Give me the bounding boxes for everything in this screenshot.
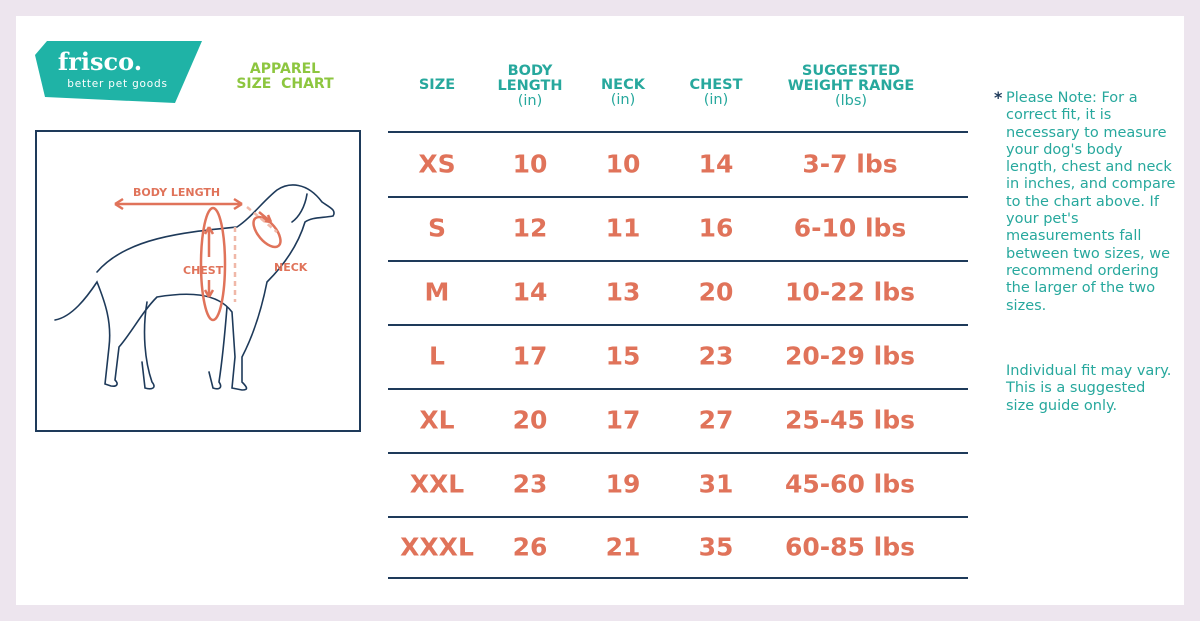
- cell-weight-range: 3-7 lbs: [802, 149, 898, 178]
- cell-size: XXXL: [400, 532, 474, 561]
- header-label: SUGGESTED WEIGHT RANGE: [787, 63, 915, 94]
- cell-size: M: [424, 277, 450, 307]
- header-label: CHEST: [689, 77, 743, 93]
- header-label: SIZE: [418, 77, 456, 93]
- cell-body-length: 12: [512, 213, 548, 243]
- header-size: SIZE: [419, 78, 455, 93]
- row-divider: [388, 577, 968, 579]
- header-chest: CHEST (in): [689, 78, 742, 108]
- cell-weight-range: 20-29 lbs: [784, 341, 916, 371]
- row-divider: [388, 324, 968, 326]
- cell-weight-range: 45-60 lbs: [784, 469, 916, 499]
- cell-neck: 19: [605, 469, 641, 499]
- cell-size: L: [429, 341, 445, 371]
- cell-body-length: 17: [512, 341, 548, 371]
- cell-weight-range: 10-22 lbs: [784, 277, 916, 307]
- frisco-logo: [35, 41, 202, 103]
- header-weight-range: SUGGESTED WEIGHT RANGE (lbs): [776, 64, 926, 109]
- cell-chest: 14: [698, 149, 734, 178]
- cell-chest: 27: [698, 405, 734, 435]
- cell-chest: 35: [698, 532, 734, 561]
- cell-chest: 31: [698, 469, 734, 499]
- header-label: NECK: [601, 77, 645, 93]
- cell-body-length: 23: [512, 469, 548, 499]
- asterisk: *: [994, 88, 1003, 107]
- header-label: BODY LENGTH: [497, 63, 563, 94]
- cell-neck: 13: [605, 277, 641, 307]
- row-divider: [388, 196, 968, 198]
- cell-body-length: 14: [512, 277, 548, 307]
- cell-neck: 21: [605, 532, 641, 561]
- cell-weight-range: 25-45 lbs: [784, 405, 916, 435]
- cell-size: S: [427, 213, 447, 243]
- cell-body-length: 10: [512, 149, 548, 178]
- cell-size: XS: [418, 149, 456, 178]
- dog-drawing: BODY LENGTH CHEST NECK: [54, 184, 335, 391]
- cell-chest: 23: [698, 341, 734, 371]
- fit-disclaimer: Individual fit may vary. This is a sugge…: [1006, 363, 1172, 414]
- cell-size: XL: [419, 405, 455, 435]
- chest-label: CHEST: [183, 264, 224, 277]
- size-chart-panel: [16, 16, 1184, 605]
- cell-weight-range: 60-85 lbs: [784, 532, 916, 561]
- dog-measurement-illustration: BODY LENGTH CHEST NECK: [35, 130, 361, 432]
- cell-neck: 17: [605, 405, 641, 435]
- logo-tagline: better pet goods: [67, 78, 168, 90]
- header-body-length: BODY LENGTH (in): [490, 64, 570, 109]
- cell-size: XXL: [409, 469, 465, 499]
- title-line-1: APPAREL: [249, 61, 321, 77]
- logo-wordmark: frisco.: [57, 47, 143, 76]
- cell-body-length: 26: [512, 532, 548, 561]
- row-divider: [388, 516, 968, 518]
- neck-label: NECK: [274, 261, 308, 274]
- row-divider: [388, 131, 968, 133]
- cell-neck: 10: [605, 149, 641, 178]
- cell-body-length: 20: [512, 405, 548, 435]
- cell-chest: 16: [698, 213, 734, 243]
- cell-chest: 20: [698, 277, 734, 307]
- row-divider: [388, 260, 968, 262]
- fit-note: Please Note: For a correct fit, it is ne…: [1006, 90, 1176, 314]
- chart-title: APPAREL SIZE CHART: [225, 62, 345, 92]
- cell-weight-range: 6-10 lbs: [793, 213, 907, 243]
- cell-neck: 11: [605, 213, 641, 243]
- header-unit: (in): [610, 92, 636, 108]
- header-unit: (in): [703, 92, 729, 108]
- row-divider: [388, 388, 968, 390]
- header-unit: (lbs): [834, 93, 868, 109]
- title-line-2: SIZE CHART: [236, 76, 334, 92]
- row-divider: [388, 452, 968, 454]
- cell-neck: 15: [605, 341, 641, 371]
- body-length-label: BODY LENGTH: [133, 186, 220, 199]
- header-neck: NECK (in): [601, 78, 645, 108]
- header-unit: (in): [517, 93, 543, 109]
